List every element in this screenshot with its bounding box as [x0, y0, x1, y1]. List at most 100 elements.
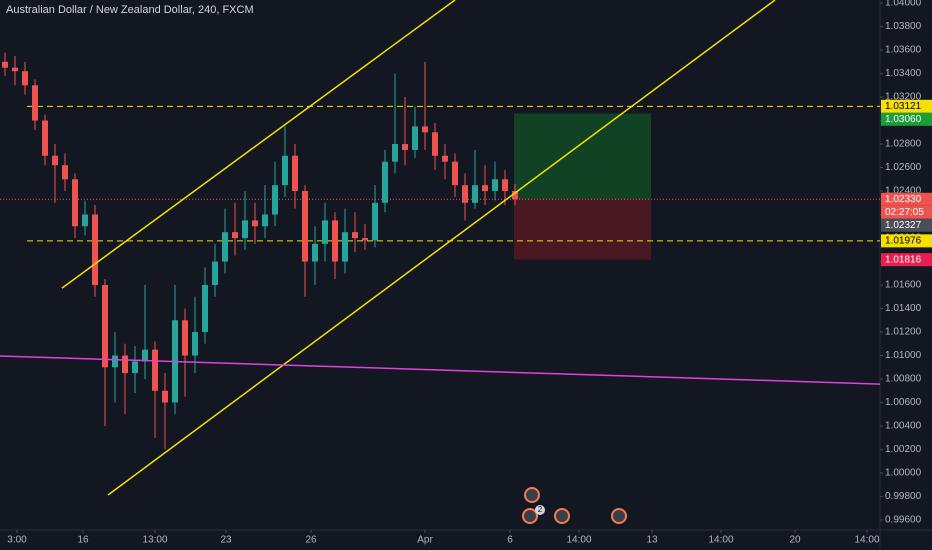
candle-body	[402, 144, 408, 150]
event-icon[interactable]	[522, 508, 538, 524]
candle-body	[202, 285, 208, 333]
price-label: 1.03060	[885, 114, 922, 125]
loss-zone	[514, 199, 651, 260]
candle-body	[152, 349, 158, 391]
event-badge-count: 2	[538, 505, 543, 514]
y-tick-label: 1.02400	[885, 186, 922, 197]
y-tick-label: 1.03600	[885, 45, 922, 56]
x-tick-label: 16	[77, 535, 89, 546]
x-tick-label: 14:00	[854, 535, 879, 546]
candle-body	[392, 144, 398, 162]
y-tick-label: 1.01200	[885, 327, 922, 338]
candle-body	[352, 232, 358, 239]
candle-body	[72, 179, 78, 227]
price-label: 1.03121	[885, 101, 922, 112]
candle-body	[12, 67, 18, 72]
candle-body	[332, 220, 338, 262]
price-label-bg	[881, 112, 932, 126]
candle-body	[512, 191, 518, 200]
candle-body	[242, 220, 248, 239]
candle-body	[372, 202, 378, 241]
candle-body	[492, 179, 498, 192]
candle-body	[232, 232, 238, 239]
x-tick-label: 13	[646, 535, 658, 546]
profit-zone	[514, 113, 651, 200]
candle-body	[262, 214, 268, 227]
candle-body	[282, 155, 288, 186]
plot-area	[0, 0, 881, 496]
y-tick-label: 0.99800	[885, 491, 922, 502]
candle-body	[32, 85, 38, 121]
trend-line	[0, 355, 881, 385]
x-tick-label: 14:00	[708, 535, 733, 546]
candle-body	[92, 214, 98, 286]
y-tick-label: 1.04000	[885, 0, 922, 9]
candle-body	[42, 120, 48, 156]
candle-body	[122, 355, 128, 374]
trend-line	[107, 0, 776, 496]
candle-body	[442, 155, 448, 162]
y-tick-label: 1.01400	[885, 303, 922, 314]
candle-body	[412, 126, 418, 150]
y-tick-label: 1.02800	[885, 139, 922, 150]
candle-body	[362, 238, 368, 241]
y-tick-label: 0.99600	[885, 515, 922, 526]
candle-body	[432, 132, 438, 156]
candle-body	[272, 185, 278, 215]
candle-body	[382, 161, 388, 203]
candle-body	[52, 155, 58, 166]
countdown-bg	[881, 205, 932, 219]
candle-body	[62, 165, 68, 180]
candle-body	[192, 332, 198, 356]
y-tick-label: 1.03400	[885, 68, 922, 79]
event-icon[interactable]	[554, 508, 570, 524]
x-tick-label: 23	[220, 535, 232, 546]
y-tick-label: 1.03800	[885, 21, 922, 32]
candle-body	[422, 126, 428, 133]
candle-body	[102, 285, 108, 368]
candle-body	[472, 185, 478, 203]
candle-body	[342, 232, 348, 262]
event-badge	[535, 505, 545, 515]
candle-body	[142, 349, 148, 362]
trend-line	[61, 0, 456, 289]
y-tick-label: 1.00000	[885, 468, 922, 479]
price-label-bg	[881, 192, 932, 206]
x-tick-label: 13:00	[142, 535, 167, 546]
x-tick-label: 6	[507, 535, 513, 546]
candle-body	[452, 161, 458, 186]
price-label-bg	[881, 99, 932, 113]
event-icon[interactable]	[611, 508, 627, 524]
y-tick-label: 1.03200	[885, 92, 922, 103]
candle-body	[132, 361, 138, 374]
candle-body	[162, 390, 168, 403]
price-label: 1.01816	[885, 254, 922, 265]
y-tick-label: 1.00800	[885, 374, 922, 385]
candle-body	[312, 243, 318, 262]
x-tick-label: Apr	[417, 535, 433, 546]
price-label-bg	[881, 218, 932, 232]
countdown: 02:27:05	[885, 207, 924, 218]
y-tick-label: 1.01600	[885, 280, 922, 291]
candle-body	[252, 220, 258, 227]
y-tick-label: 1.02600	[885, 162, 922, 173]
price-label: 1.02327	[885, 220, 922, 231]
candle-body	[502, 179, 508, 192]
x-tick-label: 26	[305, 535, 317, 546]
x-tick-label: 3:00	[7, 535, 27, 546]
candle-body	[292, 155, 298, 192]
y-tick-label: 1.01000	[885, 350, 922, 361]
candle-body	[462, 185, 468, 203]
price-label-bg	[881, 253, 932, 267]
price-label: 1.02330	[885, 194, 922, 205]
event-icon[interactable]	[524, 487, 540, 503]
price-label-bg	[881, 234, 932, 248]
event-icons: 2	[522, 487, 627, 524]
candle-body	[302, 191, 308, 262]
candle-body	[322, 220, 328, 244]
candle-body	[2, 61, 8, 68]
candle-body	[212, 261, 218, 286]
price-label: 1.01976	[885, 235, 922, 246]
